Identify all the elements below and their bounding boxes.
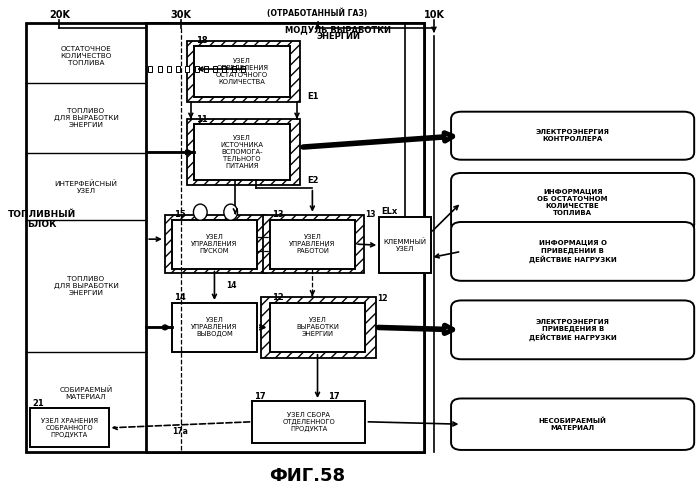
Bar: [213, 66, 217, 72]
Text: ФИГ.58: ФИГ.58: [269, 467, 345, 485]
Bar: [172, 303, 257, 352]
Ellipse shape: [224, 204, 238, 220]
Bar: [194, 66, 199, 72]
Text: ELx: ELx: [381, 207, 398, 216]
Text: УЗЕЛ
ОПРЕДЕЛЕНИЯ
ОСТАТОЧНОГО
КОЛИЧЕСТВА: УЗЕЛ ОПРЕДЕЛЕНИЯ ОСТАТОЧНОГО КОЛИЧЕСТВА: [216, 58, 268, 85]
Bar: [187, 40, 301, 102]
Bar: [252, 401, 366, 443]
Text: (ОТРАБОТАННЫЙ ГАЗ): (ОТРАБОТАННЫЙ ГАЗ): [268, 8, 368, 18]
Text: 14: 14: [226, 281, 237, 290]
Bar: [241, 66, 245, 72]
Text: 20K: 20K: [49, 10, 70, 20]
Text: ИНФОРМАЦИЯ О
ПРИВЕДЕНИИ В
ДЕЙСТВИЕ НАГРУЗКИ: ИНФОРМАЦИЯ О ПРИВЕДЕНИИ В ДЕЙСТВИЕ НАГРУ…: [528, 240, 617, 263]
Text: 12: 12: [377, 294, 388, 304]
Text: 17a: 17a: [173, 427, 189, 436]
Bar: [187, 119, 301, 185]
Bar: [27, 24, 424, 453]
Text: УЗЕЛ
УПРАВЛЕНИЯ
ПУСКОМ: УЗЕЛ УПРАВЛЕНИЯ ПУСКОМ: [192, 234, 238, 254]
Text: ТОПЛИВО
ДЛЯ ВЫРАБОТКИ
ЭНЕРГИИ: ТОПЛИВО ДЛЯ ВЫРАБОТКИ ЭНЕРГИИ: [54, 276, 118, 296]
FancyBboxPatch shape: [451, 222, 694, 281]
Bar: [270, 303, 366, 352]
Bar: [194, 124, 290, 180]
Text: ТОПЛИВНЫЙ
БЛОК: ТОПЛИВНЫЙ БЛОК: [8, 210, 75, 229]
Bar: [379, 217, 431, 274]
Text: 15: 15: [173, 210, 185, 219]
Bar: [185, 66, 189, 72]
Bar: [263, 214, 364, 274]
Bar: [146, 24, 424, 453]
Text: УЗЕЛ
УПРАВЛЕНИЯ
ВЫВОДОМ: УЗЕЛ УПРАВЛЕНИЯ ВЫВОДОМ: [192, 317, 238, 337]
Text: 17: 17: [328, 391, 340, 400]
Text: ИНФОРМАЦИЯ
ОБ ОСТАТОЧНОМ
КОЛИЧЕСТВЕ
ТОПЛИВА: ИНФОРМАЦИЯ ОБ ОСТАТОЧНОМ КОЛИЧЕСТВЕ ТОПЛ…: [538, 189, 608, 216]
Bar: [270, 219, 355, 269]
Text: 12: 12: [272, 293, 283, 303]
Text: СОБИРАЕМЫЙ
МАТЕРИАЛ: СОБИРАЕМЫЙ МАТЕРИАЛ: [59, 387, 113, 400]
Text: УЗЕЛ
УПРАВЛЕНИЯ
РАБОТОЙ: УЗЕЛ УПРАВЛЕНИЯ РАБОТОЙ: [289, 234, 336, 254]
Text: ЭНЕРГИИ: ЭНЕРГИИ: [316, 32, 360, 41]
Bar: [261, 296, 376, 358]
FancyBboxPatch shape: [451, 173, 694, 232]
Bar: [231, 66, 236, 72]
Bar: [222, 66, 226, 72]
Text: 17: 17: [254, 391, 266, 400]
Text: 13: 13: [272, 210, 283, 219]
Text: УЗЕЛ ХРАНЕНИЯ
СОБРАННОГО
ПРОДУКТА: УЗЕЛ ХРАНЕНИЯ СОБРАННОГО ПРОДУКТА: [41, 418, 98, 438]
Text: ЭЛЕКТРОЭНЕРГИЯ
ПРИВЕДЕНИЯ В
ДЕЙСТВИЕ НАГРУЗКИ: ЭЛЕКТРОЭНЕРГИЯ ПРИВЕДЕНИЯ В ДЕЙСТВИЕ НАГ…: [528, 318, 617, 341]
Text: ЭЛЕКТРОЭНЕРГИЯ
КОНТРОЛЛЕРА: ЭЛЕКТРОЭНЕРГИЯ КОНТРОЛЛЕРА: [535, 129, 610, 142]
Text: 14: 14: [173, 293, 185, 303]
Text: УЗЕЛ
ИСТОЧНИКА
ВСПОМОГА-
ТЕЛЬНОГО
ПИТАНИЯ: УЗЕЛ ИСТОЧНИКА ВСПОМОГА- ТЕЛЬНОГО ПИТАНИ…: [221, 135, 264, 169]
Text: E2: E2: [308, 176, 319, 185]
Bar: [204, 66, 208, 72]
Text: ОСТАТОЧНОЕ
КОЛИЧЕСТВО
ТОПЛИВА: ОСТАТОЧНОЕ КОЛИЧЕСТВО ТОПЛИВА: [60, 46, 112, 66]
Bar: [165, 214, 266, 274]
Text: 18: 18: [196, 36, 208, 45]
Bar: [30, 408, 108, 448]
Bar: [172, 219, 257, 269]
Bar: [157, 66, 161, 72]
Text: УЗЕЛ
ВЫРАБОТКИ
ЭНЕРГИИ: УЗЕЛ ВЫРАБОТКИ ЭНЕРГИИ: [296, 317, 339, 337]
Text: 30K: 30K: [170, 10, 191, 20]
Bar: [176, 66, 180, 72]
Ellipse shape: [194, 204, 207, 220]
Text: ТОПЛИВО
ДЛЯ ВЫРАБОТКИ
ЭНЕРГИИ: ТОПЛИВО ДЛЯ ВЫРАБОТКИ ЭНЕРГИИ: [54, 108, 118, 128]
FancyBboxPatch shape: [451, 300, 694, 359]
Text: 21: 21: [32, 399, 43, 408]
FancyBboxPatch shape: [451, 398, 694, 450]
Text: E1: E1: [308, 93, 319, 102]
Text: ИНТЕРФЕЙСНЫЙ
УЗЕЛ: ИНТЕРФЕЙСНЫЙ УЗЕЛ: [55, 180, 117, 194]
Text: 13: 13: [365, 210, 375, 219]
Text: КЛЕММНЫЙ
УЗЕЛ: КЛЕММНЫЙ УЗЕЛ: [383, 239, 426, 252]
Text: 11: 11: [196, 114, 208, 124]
Text: НЕСОБИРАЕМЫЙ
МАТЕРИАЛ: НЕСОБИРАЕМЫЙ МАТЕРИАЛ: [539, 418, 607, 431]
Text: УЗЕЛ СБОРА
ОТДЕЛЕННОГО
ПРОДУКТА: УЗЕЛ СБОРА ОТДЕЛЕННОГО ПРОДУКТА: [282, 412, 336, 432]
FancyBboxPatch shape: [451, 112, 694, 160]
Text: МОДУЛЬ ВЫРАБОТКИ: МОДУЛЬ ВЫРАБОТКИ: [285, 25, 391, 35]
Bar: [194, 45, 290, 97]
Bar: [167, 66, 171, 72]
Bar: [148, 66, 152, 72]
Text: 10K: 10K: [424, 10, 445, 20]
